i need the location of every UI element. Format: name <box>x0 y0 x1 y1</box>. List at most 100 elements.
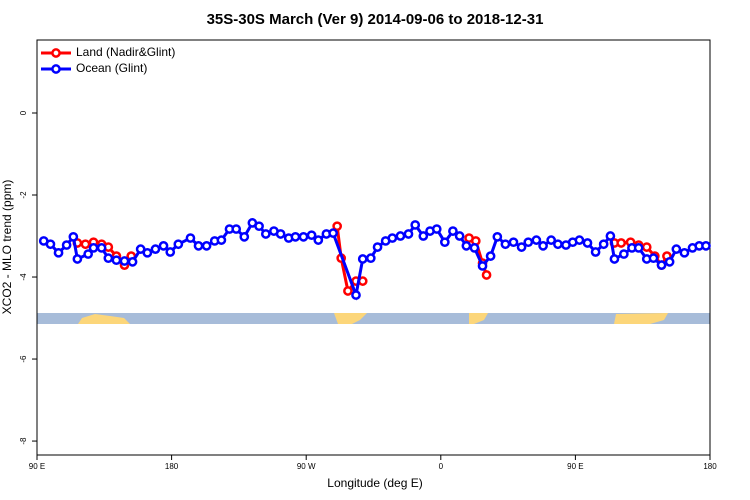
data-point <box>173 239 184 250</box>
data-point <box>492 231 503 242</box>
data-point <box>609 254 620 264</box>
land-patch <box>334 313 367 324</box>
x-tick-label: 90 W <box>297 462 316 471</box>
data-point <box>574 235 585 245</box>
x-axis-label: Longitude (deg E) <box>327 476 422 490</box>
data-point <box>201 241 212 251</box>
data-point <box>671 244 682 254</box>
data-point <box>158 241 169 251</box>
data-point <box>481 270 492 280</box>
land-patch <box>614 313 668 324</box>
data-point <box>306 230 317 241</box>
data-point <box>387 233 398 243</box>
data-point <box>68 231 79 242</box>
data-point <box>165 247 176 257</box>
data-point <box>61 240 72 250</box>
data-point <box>395 231 406 241</box>
legend-label: Land (Nadir&Glint) <box>76 45 175 59</box>
data-point <box>372 242 383 252</box>
y-tick-label: -6 <box>19 355 28 363</box>
chart-title: 35S-30S March (Ver 9) 2014-09-06 to 2018… <box>207 11 544 28</box>
data-point <box>679 247 690 258</box>
data-point <box>275 229 286 239</box>
data-point <box>72 254 83 264</box>
data-point <box>290 231 301 242</box>
data-point <box>260 229 271 239</box>
data-point <box>523 237 534 248</box>
data-point <box>83 249 93 259</box>
data-point <box>111 255 122 266</box>
x-tick-label: 180 <box>165 462 179 471</box>
data-point <box>127 257 138 267</box>
data-point <box>410 220 421 230</box>
data-point <box>254 221 264 232</box>
data-point <box>351 290 361 300</box>
data-point <box>96 243 107 253</box>
land-patch <box>78 314 130 324</box>
data-point <box>365 253 376 264</box>
x-tick-label: 90 E <box>567 462 583 471</box>
data-point <box>641 242 652 252</box>
data-point <box>616 238 627 248</box>
land-patch <box>469 313 488 324</box>
data-point <box>103 253 114 264</box>
data-point <box>633 243 644 253</box>
data-point <box>216 235 227 245</box>
data-point <box>469 243 480 253</box>
data-point <box>656 260 667 270</box>
data-point <box>45 239 56 250</box>
data-point <box>590 247 601 257</box>
data-point <box>531 235 542 245</box>
data-point <box>598 239 609 250</box>
y-tick-label: -4 <box>19 273 28 281</box>
data-point <box>485 251 496 261</box>
data-point <box>508 237 519 248</box>
data-point <box>313 235 324 245</box>
data-point <box>343 286 353 296</box>
data-point <box>231 224 242 234</box>
data-point <box>500 239 511 250</box>
y-tick-label: -8 <box>19 437 28 445</box>
data-point <box>239 231 250 242</box>
data-point <box>477 261 488 271</box>
x-tick-label: 90 E <box>29 462 45 471</box>
data-point <box>418 231 429 241</box>
data-point <box>403 229 414 239</box>
data-point <box>328 228 338 238</box>
data-point <box>150 244 161 254</box>
data-point <box>53 247 64 258</box>
data-point <box>448 226 458 236</box>
data-point <box>80 239 91 250</box>
data-point <box>454 231 465 241</box>
data-point <box>185 233 196 243</box>
data-point <box>605 231 616 241</box>
data-point <box>664 257 675 267</box>
data-point <box>439 237 450 248</box>
data-point <box>619 249 629 259</box>
data-point <box>701 241 711 251</box>
legend-marker <box>51 48 61 58</box>
data-point <box>648 253 659 264</box>
data-point <box>298 231 309 242</box>
land-ocean-strip <box>37 313 710 324</box>
data-point <box>332 221 343 232</box>
data-point <box>431 224 442 234</box>
data-point <box>546 235 557 245</box>
data-point <box>193 241 204 251</box>
legend-label: Ocean (Glint) <box>76 61 147 75</box>
data-point <box>357 254 368 264</box>
legend-marker <box>51 64 61 74</box>
x-tick-label: 0 <box>439 462 444 471</box>
y-axis-label: XCO2 - MLO trend (ppm) <box>0 180 14 315</box>
data-point <box>516 242 527 252</box>
data-point <box>461 241 472 251</box>
data-point <box>538 241 548 251</box>
y-tick-label: -2 <box>19 191 28 199</box>
ocean-strip <box>37 313 710 324</box>
data-point <box>142 247 153 258</box>
y-tick-label: 0 <box>19 110 28 115</box>
data-point <box>88 243 99 253</box>
x-tick-label: 180 <box>703 462 717 471</box>
data-point <box>119 256 130 266</box>
